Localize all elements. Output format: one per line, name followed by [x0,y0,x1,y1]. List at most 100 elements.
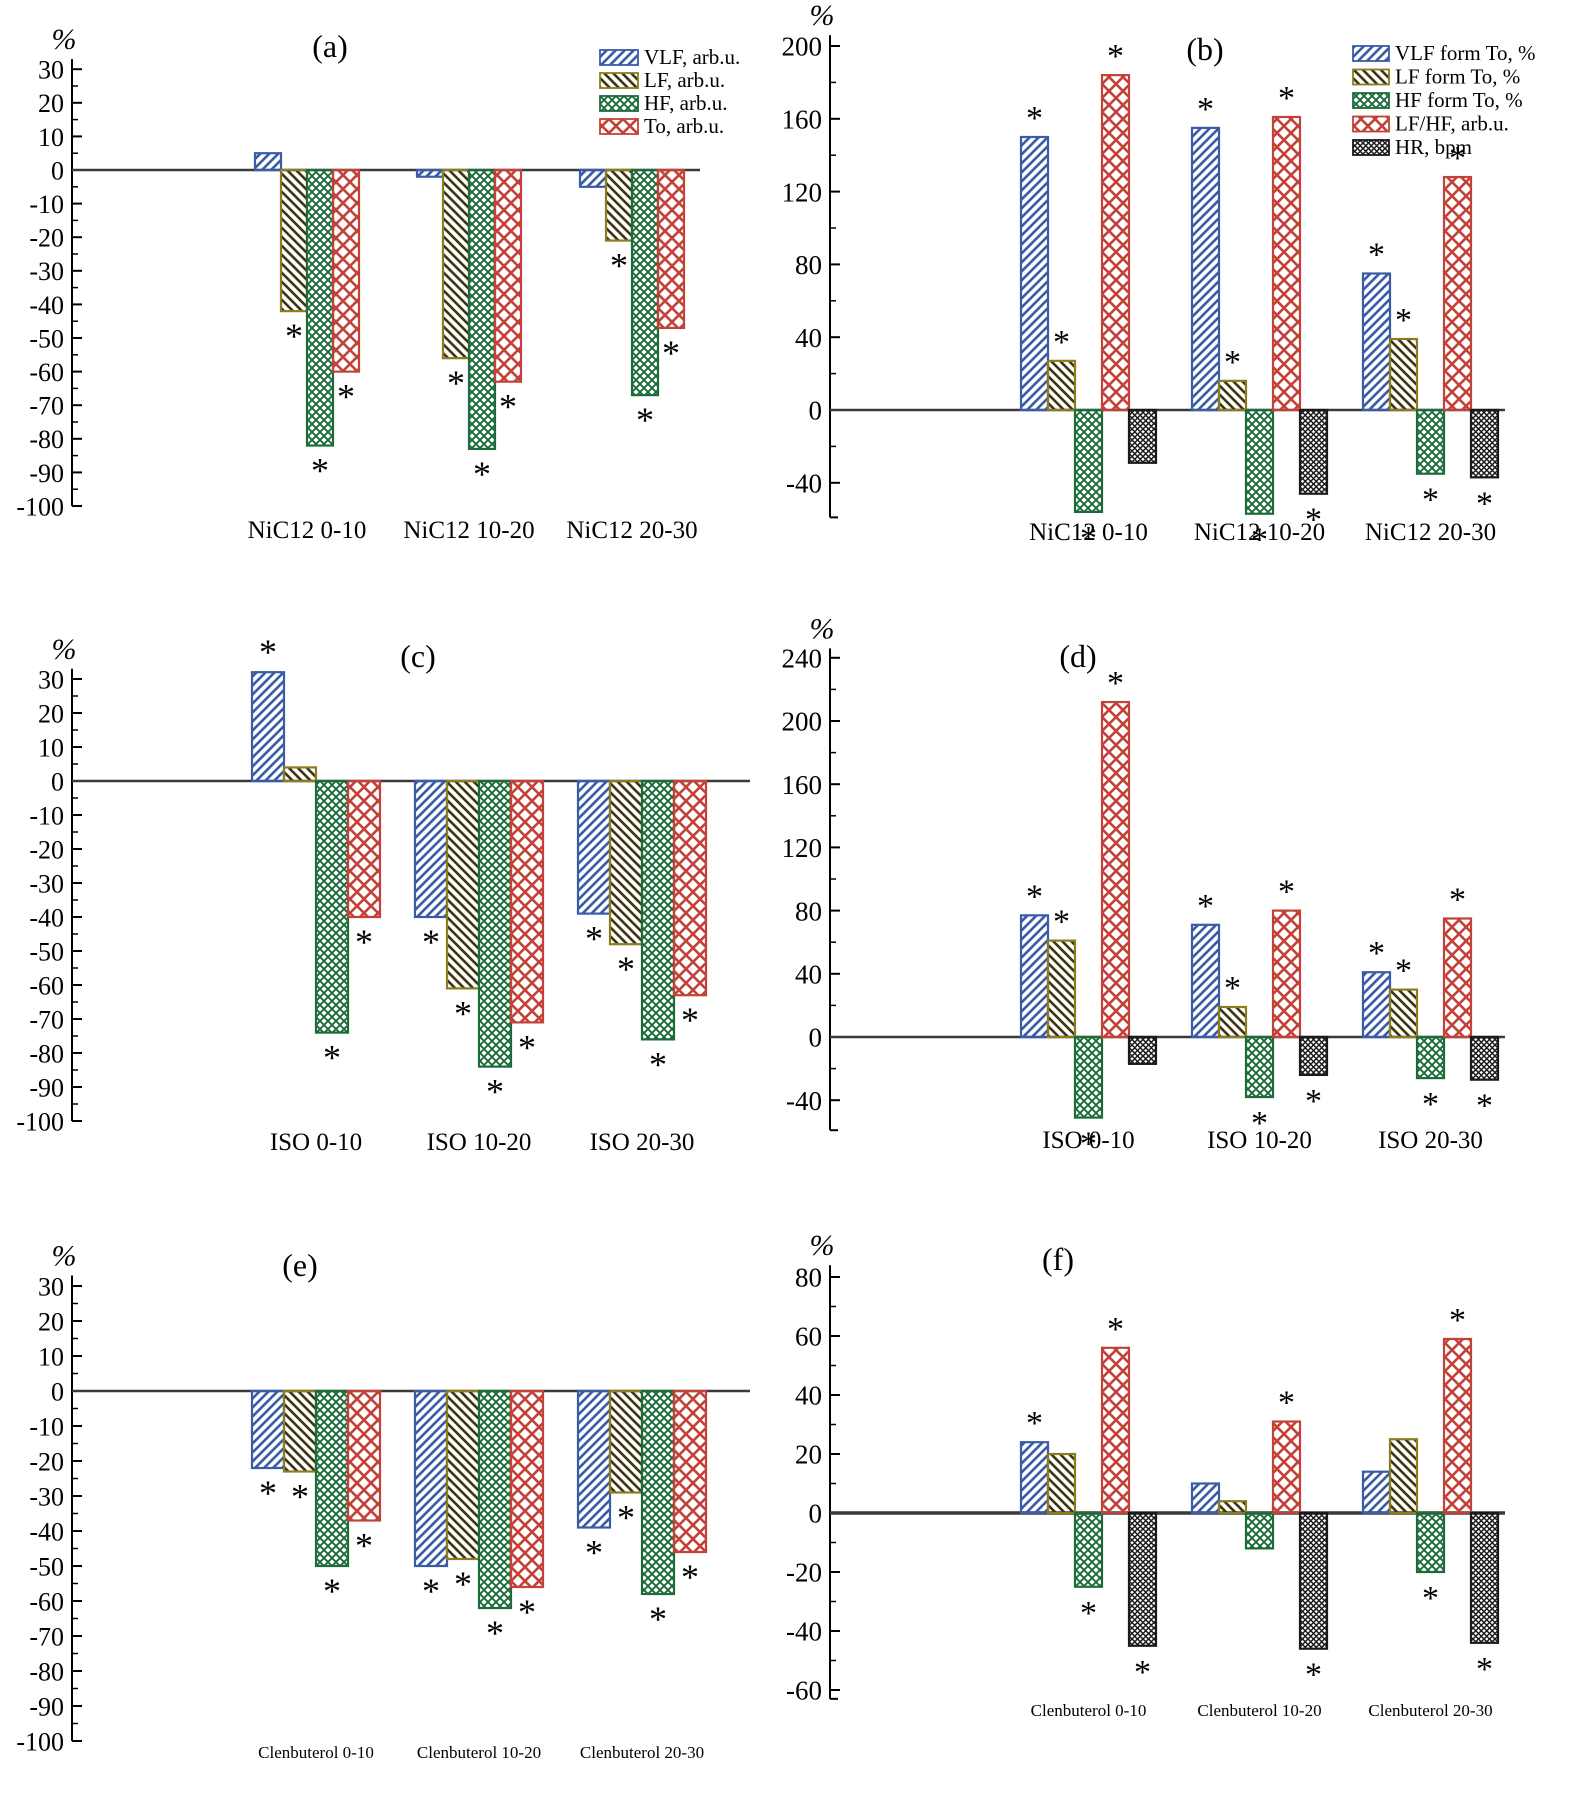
bar-a-to-g1 [331,168,361,373]
y-tick-label: 80 [795,1263,822,1293]
bar-b-vlf-g1 [1019,135,1050,412]
significance-star: * [1449,1302,1466,1339]
significance-star: * [447,363,465,403]
legend-item-label: To, arb.u. [644,114,724,138]
significance-star: * [1080,1595,1097,1632]
bar-e-hf-g3 [640,1389,676,1596]
bar-e-hf-g1 [314,1389,350,1568]
bar-f-hf-g3 [1415,1511,1446,1574]
significance-star: * [1476,1088,1493,1125]
bar-b-to-g3 [1442,175,1473,412]
bar-f-to-g1 [1100,1346,1131,1515]
significance-star: * [422,922,440,962]
significance-star: * [422,1571,440,1611]
bar-d-hr-g2 [1298,1035,1329,1077]
significance-star: * [311,451,329,491]
bar-d-vlf-g2 [1190,923,1221,1039]
x-category-label: ISO 10-20 [427,1129,532,1156]
y-tick-label: 160 [782,770,823,800]
bar-b-hr-g2 [1298,408,1329,495]
bar-b-hf-g2 [1244,408,1275,515]
bar-c-lf-g3 [608,779,644,946]
x-category-label: NiC12 10-20 [1194,519,1325,546]
significance-star: * [1422,1580,1439,1617]
y-tick-label: 40 [795,323,822,353]
y-tick-label: 80 [795,250,822,280]
bar-d-vlf-g3 [1361,971,1392,1039]
y-tick-label: -100 [16,1727,64,1756]
green-crosshatch-swatch [1352,92,1390,109]
panel-e: -100-90-80-70-60-50-40-30-20-100102030%(… [16,1240,750,1762]
significance-star: * [1026,1405,1043,1442]
y-tick-label: 10 [38,123,64,152]
legend-item-label: VLF, arb.u. [644,45,740,69]
significance-star: * [1197,91,1214,128]
y-tick-label: -10 [29,190,64,219]
y-tick-label: -60 [29,1587,64,1616]
significance-star: * [323,1038,341,1078]
x-category-label: NiC12 20-30 [566,517,697,544]
bar-a-lf-g1 [279,168,309,313]
significance-star: * [323,1571,341,1611]
bar-b-vlf-g3 [1361,272,1392,412]
significance-star: * [1305,1657,1322,1694]
legend-a: VLF, arb.u.LF, arb.u.HF, arb.u.To, arb.u… [599,45,740,138]
significance-star: * [610,246,628,286]
y-tick-label: 20 [38,89,64,118]
bar-d-lf-g2 [1217,1005,1248,1039]
y-tick-label: 120 [782,177,823,207]
y-tick-label: 0 [809,1023,823,1053]
bar-c-hf-g1 [314,779,350,1034]
y-tick-label: 30 [38,1272,64,1301]
y-tick-label: 20 [38,699,64,728]
y-tick-label: 10 [38,733,64,762]
bar-f-to-g2 [1271,1420,1302,1515]
bar-e-to-g2 [509,1389,545,1589]
significance-star: * [662,333,680,373]
significance-star: * [1368,237,1385,274]
significance-star: * [636,400,654,440]
significance-star: * [1305,502,1322,539]
y-tick-label: -100 [16,1107,64,1136]
significance-star: * [617,1498,635,1538]
y-tick-label: -60 [29,971,64,1000]
panel-c: -100-90-80-70-60-50-40-30-20-100102030%(… [16,632,750,1156]
bar-d-hr-g3 [1469,1035,1500,1081]
blue-forward-hatch-swatch [1352,45,1390,62]
significance-star: * [486,1072,504,1112]
bar-b-lf-g1 [1046,359,1077,412]
bar-b-lf-g3 [1388,337,1419,412]
bar-a-to-g3 [656,168,686,330]
bar-b-to-g1 [1100,74,1131,412]
significance-star: * [486,1613,504,1653]
y-tick-label: -30 [29,1482,64,1511]
bar-a-to-g2 [493,168,523,383]
bar-f-to-g3 [1442,1337,1473,1515]
significance-star: * [337,377,355,417]
legend-item-label: LF form To, % [1395,65,1520,89]
y-axis-unit-label: % [810,612,835,645]
y-axis-unit-label: % [810,1229,835,1262]
green-crosshatch-swatch [599,95,639,112]
bar-d-hr-g1 [1127,1035,1158,1065]
bar-c-to-g1 [346,779,382,919]
bar-c-lf-g1 [282,766,318,783]
bar-f-hr-g2 [1298,1511,1329,1650]
y-tick-label: 0 [809,1499,823,1529]
bar-d-to-g1 [1100,700,1131,1039]
bar-f-lf-g3 [1388,1438,1419,1515]
red-lattice-swatch [1352,115,1390,133]
significance-star: * [1026,878,1043,915]
x-category-label: ISO 0-10 [270,1129,362,1156]
significance-star: * [1278,80,1295,117]
y-axis-unit-label: % [52,1240,77,1273]
legend-item-label: HF form To, % [1395,88,1523,112]
significance-star: * [499,387,517,427]
y-tick-label: -50 [29,324,64,353]
y-tick-label: -70 [29,392,64,421]
bar-b-hr-g3 [1469,408,1500,479]
bar-f-lf-g1 [1046,1452,1077,1515]
bar-f-vlf-g3 [1361,1470,1392,1515]
y-tick-label: 0 [51,1377,64,1406]
